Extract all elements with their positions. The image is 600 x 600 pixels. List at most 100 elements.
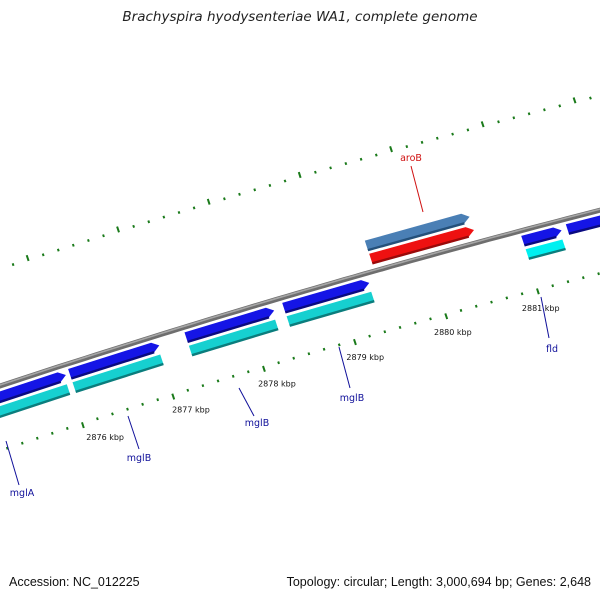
outer-scale-tick — [71, 243, 75, 247]
outer-scale-tick — [451, 132, 454, 136]
inner-scale-tick — [353, 338, 357, 346]
inner-scale-tick — [246, 370, 250, 374]
outer-scale-tick — [589, 96, 592, 100]
outer-scale-tick — [344, 161, 348, 166]
outer-scale-tick — [132, 224, 136, 228]
inner-scale-tick — [307, 352, 311, 356]
inner-scale-tick — [201, 384, 205, 388]
gene-bar-arob-shadow — [371, 235, 470, 265]
cds-arrow-arob-shadow — [367, 222, 465, 252]
inner-scale-tick — [292, 356, 296, 360]
inner-scale-tick — [81, 421, 85, 429]
gene-label-arob[interactable]: aroB — [400, 153, 422, 164]
cds-arrow-arob[interactable] — [364, 213, 470, 251]
outer-scale-tick — [268, 183, 272, 188]
outer-scale-tick — [283, 179, 287, 183]
outer-scale-tick — [374, 153, 378, 157]
inner-scale-tick — [536, 288, 540, 295]
outer-scale-tick — [497, 120, 500, 124]
inner-scale-tick — [50, 431, 54, 435]
inner-scale-tick — [505, 296, 509, 300]
inner-scale-tick — [413, 321, 417, 325]
gene-bar-fld-shadow — [528, 247, 566, 260]
outer-scale-tick — [314, 170, 317, 174]
gene-leader-line — [338, 346, 351, 389]
outer-scale-tick — [405, 144, 409, 149]
cds-arrow-4[interactable] — [282, 280, 370, 313]
position-label: 2881 kbp — [522, 304, 560, 313]
gene-leader-line — [5, 440, 20, 486]
outer-scale-tick — [56, 248, 60, 252]
genome-summary-text: Topology: circular; Length: 3,000,694 bp… — [286, 575, 591, 589]
gene-bar-arob[interactable] — [369, 227, 474, 264]
outer-scale-tick — [297, 171, 302, 179]
outer-scale-tick — [177, 210, 181, 215]
outer-scale-tick — [329, 166, 332, 170]
outer-scale-tick — [238, 192, 241, 196]
gene-leader-line — [238, 387, 255, 417]
gene-bar-3[interactable] — [188, 319, 279, 356]
gene-label-mglb[interactable]: mglB — [245, 418, 269, 429]
cds-arrow-5[interactable] — [521, 227, 562, 246]
outer-scale-tick — [253, 188, 257, 192]
gene-leader-line — [410, 165, 424, 213]
outer-scale-tick — [389, 145, 393, 153]
inner-scale-tick — [126, 407, 129, 411]
inner-scale-tick — [597, 272, 600, 276]
inner-scale-tick — [186, 388, 190, 392]
outer-scale-tick — [41, 253, 45, 257]
outer-scale-tick — [147, 220, 151, 224]
outer-scale-tick — [420, 140, 424, 144]
gene-bar-fld[interactable] — [525, 239, 566, 259]
gene-bar-3-shadow — [191, 327, 279, 357]
cds-arrow-1[interactable] — [0, 372, 66, 413]
inner-scale-tick — [231, 374, 235, 378]
outer-scale-tick — [102, 234, 105, 238]
outer-scale-tick — [466, 128, 470, 132]
gene-label-mglb[interactable]: mglB — [127, 453, 151, 464]
inner-scale-tick — [337, 343, 341, 347]
gene-bar-4-shadow — [289, 300, 375, 327]
outer-scale-tick — [25, 254, 30, 262]
cds-arrow-4-shadow — [284, 288, 365, 314]
gene-leader-line — [127, 415, 140, 450]
outer-scale-tick — [162, 215, 166, 219]
inner-scale-tick — [35, 436, 39, 440]
outer-scale-tick — [116, 226, 120, 233]
inner-scale-tick — [277, 361, 280, 365]
gene-label-mgla[interactable]: mglA — [10, 488, 35, 499]
inner-scale-tick — [398, 325, 402, 330]
outer-scale-tick — [527, 112, 531, 116]
outer-scale-tick — [223, 197, 226, 201]
inner-scale-tick — [551, 284, 555, 288]
cds-arrow-2[interactable] — [68, 342, 160, 379]
cds-arrow-3[interactable] — [184, 307, 275, 342]
inner-scale-tick — [444, 313, 449, 320]
cds-arrow-1-shadow — [0, 380, 62, 404]
gene-bar-1[interactable] — [0, 384, 70, 426]
genome-backbone — [0, 207, 600, 389]
map-title: Brachyspira hyodysenteriae WA1, complete… — [122, 9, 478, 25]
inner-scale-tick — [65, 426, 69, 431]
gene-leader-line — [540, 296, 550, 339]
gene-bar-4[interactable] — [286, 291, 375, 326]
inner-scale-tick — [216, 379, 220, 383]
inner-scale-tick — [96, 417, 99, 421]
inner-scale-tick — [111, 412, 114, 416]
inner-scale-tick — [171, 393, 176, 400]
outer-scale-tick — [192, 206, 196, 210]
gene-label-fld[interactable]: fld — [546, 344, 558, 355]
outer-scale-tick — [435, 136, 439, 140]
position-label: 2876 kbp — [86, 433, 124, 442]
gene-label-mglb[interactable]: mglB — [340, 393, 364, 404]
cds-arrow-6-shadow — [568, 224, 600, 235]
inner-scale-tick — [141, 402, 144, 406]
genome-backbone-highlight — [0, 208, 600, 386]
cds-arrow-3-shadow — [187, 316, 270, 344]
inner-scale-tick — [520, 292, 524, 296]
gene-bar-2[interactable] — [72, 354, 164, 392]
cds-arrow-6[interactable] — [565, 201, 600, 234]
inner-scale-tick — [262, 365, 266, 373]
